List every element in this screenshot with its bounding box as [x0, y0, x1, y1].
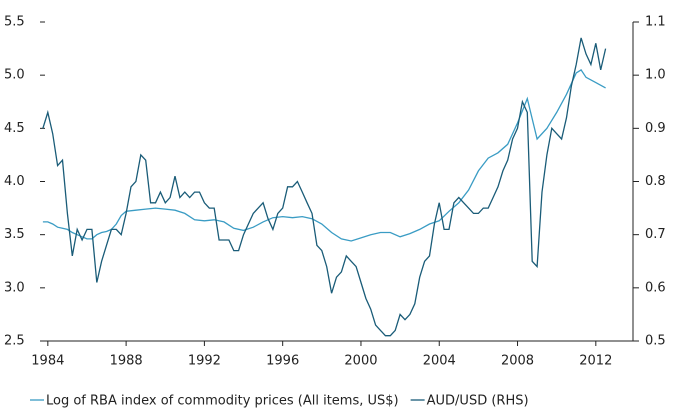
legend-label: Log of RBA index of commodity prices (Al… — [46, 394, 399, 409]
y2-tick-label: 1.1 — [645, 15, 666, 30]
x-tick-label: 1996 — [266, 354, 299, 369]
x-tick-label: 1984 — [31, 354, 64, 369]
y-tick-label: 4.0 — [4, 174, 25, 189]
y-tick-label: 5.0 — [4, 68, 25, 83]
y-tick-label: 4.5 — [4, 121, 25, 136]
y-tick-label: 2.5 — [4, 334, 25, 349]
x-tick-label: 2004 — [423, 354, 456, 369]
x-tick-label: 2008 — [501, 354, 534, 369]
y2-tick-label: 0.8 — [645, 174, 666, 189]
x-tick-label: 1992 — [188, 354, 221, 369]
y2-tick-label: 0.5 — [645, 334, 666, 349]
x-tick-label: 2012 — [579, 354, 612, 369]
y-tick-label: 3.0 — [4, 280, 25, 295]
x-tick-label: 1988 — [110, 354, 143, 369]
y2-tick-label: 1.0 — [645, 68, 666, 83]
x-tick-label: 2000 — [344, 354, 377, 369]
y2-tick-label: 0.7 — [645, 227, 666, 242]
y-tick-label: 3.5 — [4, 227, 25, 242]
y2-tick-label: 0.6 — [645, 280, 666, 295]
legend-label: AUD/USD (RHS) — [427, 394, 529, 409]
series-line — [42, 69, 606, 242]
y-tick-label: 5.5 — [4, 15, 25, 30]
series-line — [42, 37, 607, 337]
y2-tick-label: 0.9 — [645, 121, 666, 136]
